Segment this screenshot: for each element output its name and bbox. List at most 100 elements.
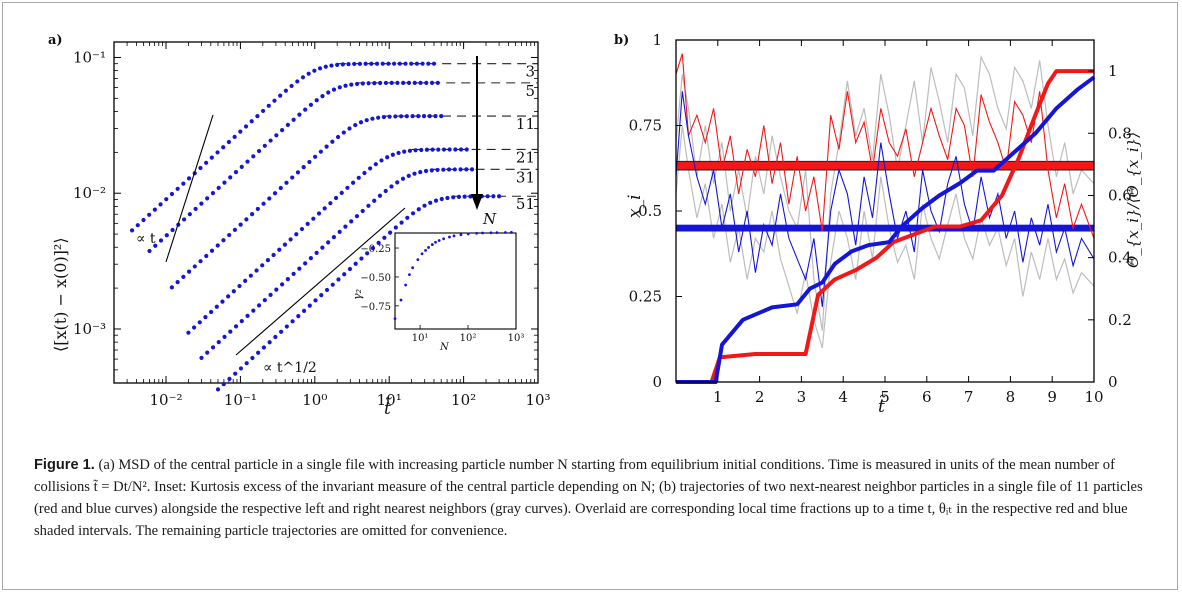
msd-point bbox=[373, 162, 378, 167]
msd-point bbox=[329, 63, 334, 68]
panel-b: b) 1 2 3 4 5 6 7 8 9 1000.250.50.75100.20.40.60.8… bbox=[614, 31, 1142, 417]
blue-local-time-fraction bbox=[676, 75, 1096, 384]
msd-point bbox=[152, 207, 157, 212]
msd-point bbox=[405, 215, 410, 220]
msd-point bbox=[316, 211, 322, 216]
msd-point bbox=[250, 212, 255, 217]
inset-point bbox=[430, 243, 434, 246]
series-n-label: 21 bbox=[516, 148, 535, 166]
inset-point bbox=[427, 246, 430, 249]
a-ytick-label: 10⁻² bbox=[73, 184, 106, 202]
msd-point bbox=[364, 118, 369, 123]
msd-point bbox=[335, 62, 340, 67]
msd-point bbox=[433, 198, 439, 203]
msd-point bbox=[238, 129, 243, 134]
msd-point bbox=[301, 308, 307, 313]
msd-point bbox=[352, 61, 357, 67]
msd-point bbox=[464, 147, 469, 152]
guide-label-linear: ∝ t bbox=[136, 231, 156, 247]
msd-point bbox=[441, 167, 446, 172]
msd-point bbox=[336, 277, 341, 282]
msd-point bbox=[239, 164, 244, 169]
msd-point bbox=[193, 206, 198, 212]
msd-point bbox=[153, 243, 158, 248]
msd-point bbox=[491, 194, 496, 199]
msd-point bbox=[243, 278, 248, 283]
msd-point bbox=[199, 201, 204, 206]
a-xtick-label: 10³ bbox=[525, 391, 550, 409]
msd-point bbox=[191, 325, 197, 330]
panel-b-ylabel: x_i bbox=[625, 194, 645, 218]
n-arrow-head bbox=[471, 194, 483, 210]
msd-point bbox=[312, 68, 317, 73]
msd-point bbox=[147, 212, 152, 217]
msd-point bbox=[238, 222, 243, 227]
b-y2tick-label: 0 bbox=[1108, 373, 1118, 391]
inset-point bbox=[442, 237, 446, 241]
b-y2tick-label: 0.4 bbox=[1108, 249, 1132, 267]
b-xtick-label: 3 bbox=[797, 388, 807, 406]
msd-point bbox=[267, 340, 272, 345]
msd-point bbox=[175, 280, 180, 285]
msd-point bbox=[209, 309, 214, 315]
a-xtick-label: 10² bbox=[451, 391, 476, 409]
b-xtick-label: 4 bbox=[838, 388, 848, 406]
b-xtick-label: 9 bbox=[1047, 388, 1057, 406]
panel-a-yticks: 10⁻³ 10⁻² 10⁻¹ bbox=[73, 48, 538, 384]
inset-ytick-label: −0.75 bbox=[360, 302, 391, 313]
msd-point bbox=[439, 113, 444, 119]
msd-point bbox=[181, 181, 186, 186]
panel-a-inset: 10¹ 10² 10³ −0.25 −0.50 −0.75 γ₂ N bbox=[351, 231, 524, 353]
msd-point bbox=[306, 71, 311, 76]
msd-point bbox=[226, 139, 232, 145]
msd-point bbox=[307, 303, 312, 308]
msd-point bbox=[283, 88, 288, 93]
blue-interval-band bbox=[676, 224, 1094, 232]
msd-point bbox=[398, 114, 404, 119]
a-xtick-label: 10⁻¹ bbox=[224, 391, 257, 409]
msd-point bbox=[485, 194, 490, 199]
msd-point bbox=[277, 247, 282, 252]
msd-point bbox=[295, 79, 300, 84]
msd-point bbox=[291, 117, 296, 122]
msd-point bbox=[431, 61, 437, 66]
inset-point bbox=[399, 298, 403, 302]
msd-point bbox=[410, 211, 416, 216]
msd-point bbox=[250, 355, 255, 361]
inset-point bbox=[509, 231, 513, 234]
msd-point bbox=[436, 147, 441, 152]
inset-xtick-label: 10² bbox=[460, 333, 477, 344]
msd-point bbox=[215, 150, 220, 155]
msd-point bbox=[376, 115, 381, 120]
msd-point bbox=[424, 147, 430, 152]
series-n-label: 5 bbox=[525, 82, 535, 100]
msd-point bbox=[370, 116, 375, 121]
inset-ticks: 10¹ 10² 10³ −0.25 −0.50 −0.75 bbox=[360, 244, 524, 344]
msd-point bbox=[317, 66, 323, 71]
msd-point bbox=[232, 134, 237, 139]
msd-point bbox=[395, 180, 400, 185]
msd-point bbox=[416, 207, 421, 212]
msd-point bbox=[356, 175, 361, 180]
msd-point bbox=[389, 184, 394, 189]
msd-point bbox=[337, 229, 342, 234]
msd-point bbox=[359, 256, 364, 261]
msd-point bbox=[278, 185, 283, 191]
b-xtick-label: 8 bbox=[1006, 388, 1016, 406]
msd-point bbox=[175, 186, 180, 191]
msd-point bbox=[285, 122, 290, 127]
panel-b-y2label: Θ_{x_i}/⟨Θ_{x_i}⟩ bbox=[1124, 132, 1142, 268]
msd-point bbox=[380, 61, 385, 66]
msd-point bbox=[244, 361, 249, 366]
msd-point bbox=[233, 169, 239, 175]
a-ytick-label: 10⁻³ bbox=[73, 320, 106, 338]
inset-point bbox=[466, 232, 470, 236]
b-y2tick-label: 1 bbox=[1108, 62, 1118, 80]
msd-point bbox=[392, 61, 397, 66]
msd-point bbox=[349, 219, 354, 224]
inset-ylabel: γ₂ bbox=[351, 289, 364, 300]
msd-point bbox=[342, 272, 347, 277]
msd-point bbox=[255, 113, 260, 119]
panel-a: a) 10⁻² 10⁻¹ 10⁰ 10¹ 10² 10³ 10⁻³10⁻²10⁻¹ 351… bbox=[48, 33, 551, 419]
guide-label-sqrt: ∝ t^1/2 bbox=[263, 360, 317, 376]
